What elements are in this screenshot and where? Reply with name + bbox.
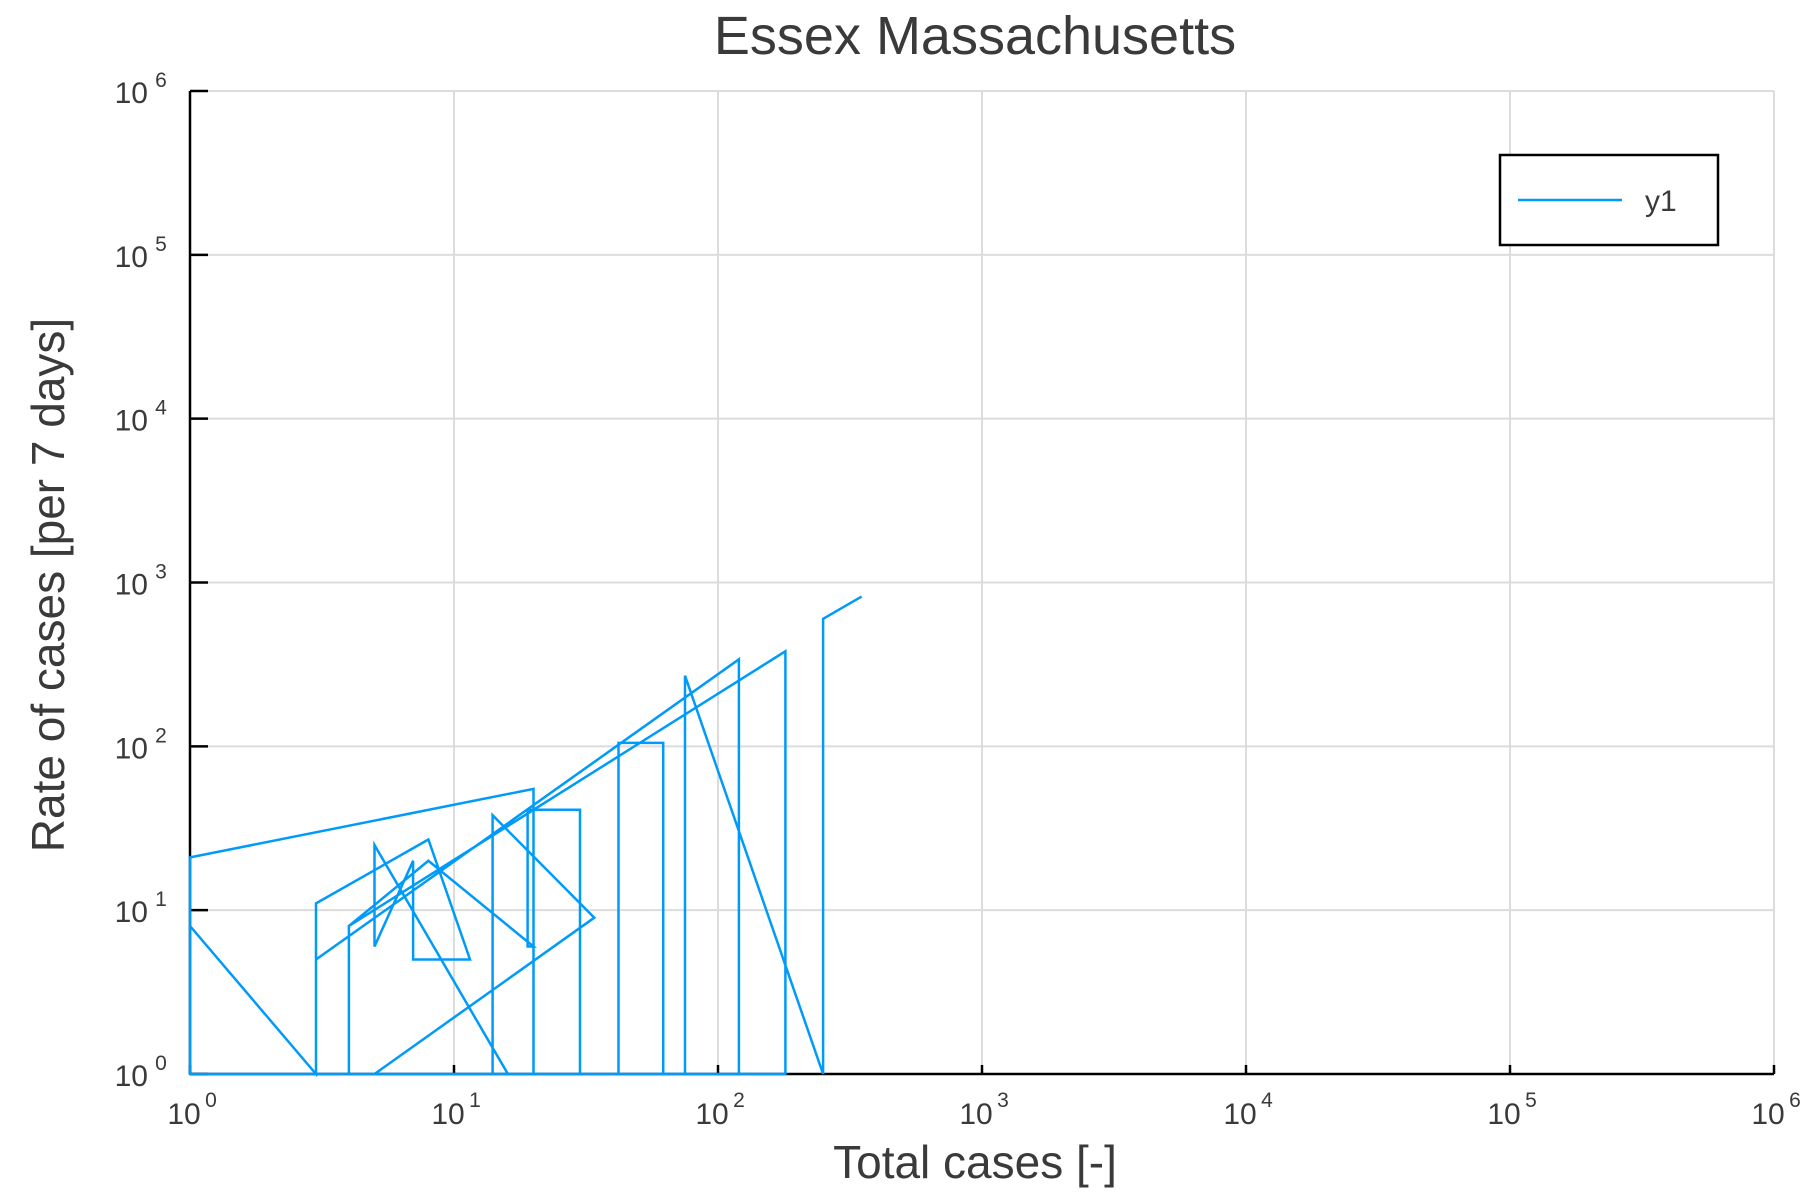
- x-tick-label: 10 0: [167, 1089, 217, 1131]
- y-tick-base: 10: [115, 732, 148, 765]
- x-tick-label: 10 4: [1223, 1089, 1273, 1131]
- y-tick-label: 10 0: [115, 1052, 167, 1093]
- y-tick-base: 10: [115, 569, 148, 602]
- x-tick-exponent: 0: [205, 1089, 217, 1112]
- y-tick-base: 10: [115, 896, 148, 929]
- x-tick-label: 10 2: [695, 1089, 745, 1131]
- x-tick-base: 10: [695, 1098, 728, 1131]
- x-tick-exponent: 1: [469, 1089, 481, 1112]
- x-tick-base: 10: [167, 1098, 200, 1131]
- y-tick-base: 10: [115, 77, 148, 110]
- series-line-y1: [188, 595, 863, 1078]
- y-tick-exponent: 0: [155, 1052, 167, 1075]
- y-tick-base: 10: [115, 405, 148, 438]
- y-tick-label: 10 4: [115, 397, 168, 438]
- y-tick-label: 10 5: [115, 233, 167, 274]
- y-tick-exponent: 1: [155, 888, 167, 911]
- y-axis-label: Rate of cases [per 7 days]: [22, 318, 74, 852]
- y-tick-exponent: 3: [155, 561, 167, 584]
- y-tick-exponent: 6: [155, 69, 167, 92]
- x-tick-label: 10 5: [1487, 1089, 1537, 1131]
- x-axis-label: Total cases [-]: [833, 1136, 1117, 1188]
- y-tick-label: 10 1: [115, 888, 167, 929]
- x-tick-exponent: 4: [1261, 1089, 1273, 1112]
- x-tick-label: 10 6: [1751, 1089, 1800, 1131]
- y-tick-label: 10 6: [115, 69, 167, 110]
- y-tick-label: 10 3: [115, 561, 167, 602]
- y-tick-exponent: 2: [155, 724, 167, 747]
- x-tick-base: 10: [1223, 1098, 1256, 1131]
- y-tick-label: 10 2: [115, 724, 167, 765]
- grid: [189, 90, 1775, 1075]
- y-tick-base: 10: [115, 241, 148, 274]
- x-tick-label: 10 3: [959, 1089, 1009, 1131]
- x-tick-base: 10: [431, 1098, 464, 1131]
- legend: y1: [1498, 153, 1720, 247]
- x-tick-label: 10 1: [431, 1089, 481, 1131]
- tick-labels: 10 0 10 1 10 2 10 3 10 4 10 5 10 610 010 110 210 310 410 51…: [115, 69, 1800, 1131]
- y-tick-base: 10: [115, 1060, 148, 1093]
- x-tick-exponent: 6: [1789, 1089, 1800, 1112]
- x-tick-base: 10: [959, 1098, 992, 1131]
- x-tick-base: 10: [1751, 1098, 1784, 1131]
- series: [188, 595, 863, 1078]
- x-tick-exponent: 5: [1525, 1089, 1537, 1112]
- legend-label: y1: [1645, 185, 1677, 218]
- y-tick-exponent: 5: [155, 233, 167, 256]
- y-tick-exponent: 4: [155, 397, 167, 420]
- x-tick-exponent: 3: [997, 1089, 1009, 1112]
- x-tick-exponent: 2: [733, 1089, 745, 1112]
- chart-title: Essex Massachusetts: [714, 6, 1236, 66]
- x-tick-base: 10: [1487, 1098, 1520, 1131]
